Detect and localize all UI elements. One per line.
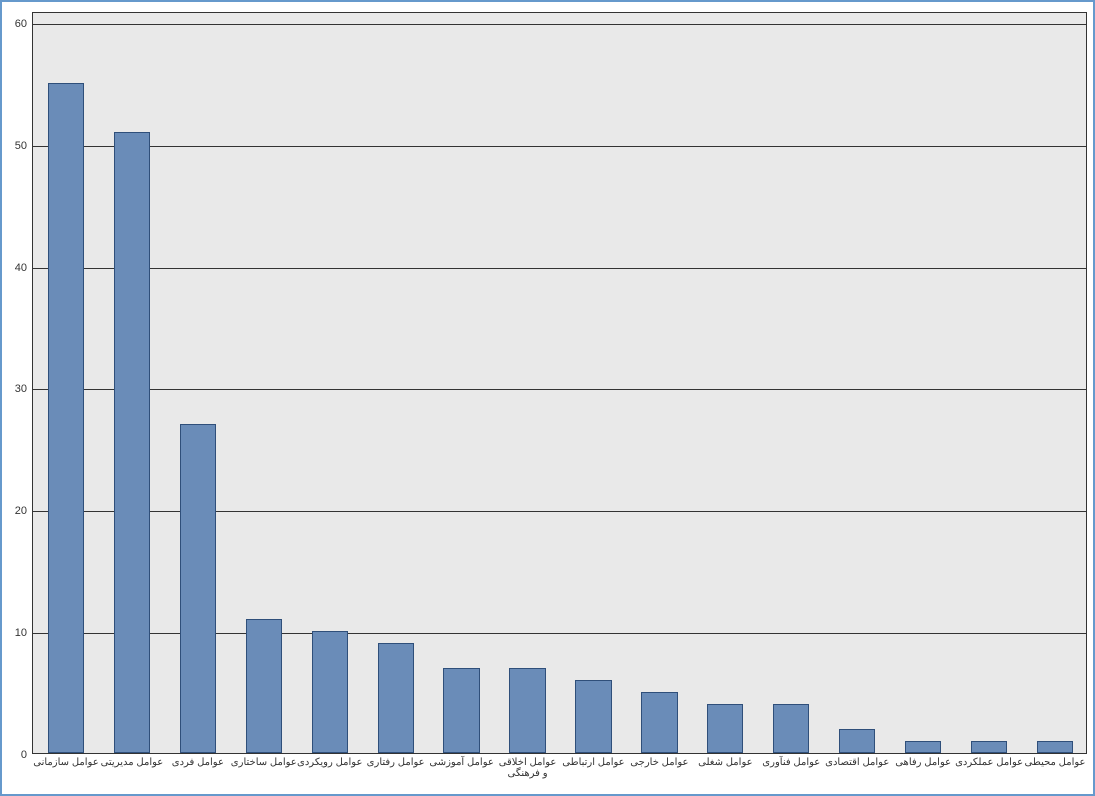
bar (312, 631, 348, 753)
bar (114, 132, 150, 753)
plot-area: 0102030405060عوامل سازمانیعوامل مدیریتیع… (32, 12, 1087, 754)
bar (1037, 741, 1073, 753)
bar (378, 643, 414, 753)
chart-frame: 0 10 20 30 40 50 60 عوامل سازمانیعوامل مدیریتی ع… (0, 0, 1095, 796)
bar (707, 704, 743, 753)
bar (839, 729, 875, 753)
y-tick-label: 40 (15, 262, 33, 274)
y-tick-label: 10 (15, 627, 33, 639)
bar (180, 424, 216, 753)
x-tick-label: عوامل فردی (172, 753, 224, 768)
x-tick-label: عوامل اخلاقی و فرهنگی (498, 753, 558, 779)
x-tick-label: عوامل عملکردی (955, 753, 1023, 768)
bars-container (33, 13, 1086, 753)
bar (641, 692, 677, 753)
x-tick-label: عوامل فنآوری (762, 753, 820, 768)
bar (509, 668, 545, 753)
x-tick-label: عوامل خارجی (630, 753, 688, 768)
x-tick-label: عوامل رویکردی (297, 753, 362, 768)
bar (246, 619, 282, 753)
bar (48, 83, 84, 753)
y-tick-label: 20 (15, 505, 33, 517)
bar (971, 741, 1007, 753)
bar (443, 668, 479, 753)
x-tick-label: عوامل ارتباطی (562, 753, 624, 768)
bar (905, 741, 941, 753)
x-tick-label: عوامل آموزشی (429, 753, 493, 768)
x-tick-label: عوامل رفتاری (367, 753, 425, 768)
x-tick-label: عوامل محیطی (1025, 753, 1086, 768)
y-tick-label: 60 (15, 18, 33, 30)
bar (575, 680, 611, 753)
bar (773, 704, 809, 753)
y-tick-label: 30 (15, 383, 33, 395)
x-tick-label: عوامل مدیریتی (101, 753, 164, 768)
y-tick-label: 0 (21, 749, 33, 761)
x-tick-label: عوامل اقتصادی (825, 753, 889, 768)
x-tick-label: عوامل ساختاری (231, 753, 297, 768)
x-tick-label: عوامل شغلی (698, 753, 752, 768)
x-tick-label: عوامل رفاهی (895, 753, 951, 768)
y-tick-label: 50 (15, 140, 33, 152)
x-tick-label: عوامل سازمانی (33, 753, 98, 768)
